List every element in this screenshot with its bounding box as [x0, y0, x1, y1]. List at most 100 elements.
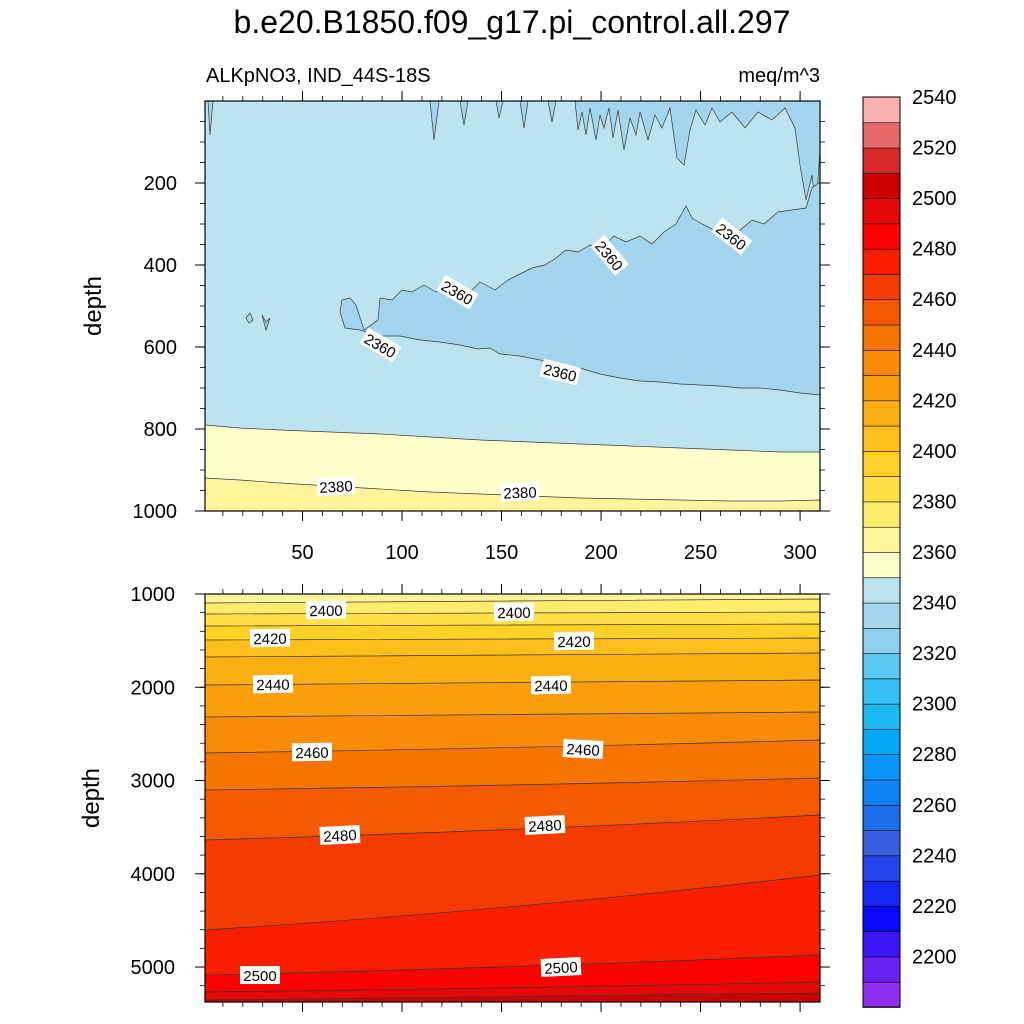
bottom-contour-label-bg [493, 602, 535, 622]
bottom-contour-label: 2440 [256, 677, 290, 695]
colorbar-tick-label: 2440 [912, 340, 957, 362]
top-contour-label: 2380 [503, 484, 537, 502]
variable-label: ALKpNO3, IND_44S-18S [206, 65, 431, 87]
bottom-contour-label: 2400 [497, 605, 531, 623]
top-y-axis-label: depth [80, 276, 107, 336]
top-contour-label-bg [539, 358, 581, 386]
colorbar-swatch [862, 703, 901, 730]
bottom-y-axis-label: depth [78, 768, 105, 828]
colorbar-tick-label: 2300 [912, 694, 957, 716]
top-contour-label-bg [316, 476, 356, 496]
bottom-x-axis [222, 584, 801, 1012]
top-x-tick-label: 150 [485, 542, 518, 564]
colorbar-swatch [862, 804, 901, 831]
top-contour-label-bg [500, 482, 540, 502]
colorbar-swatch [862, 905, 901, 932]
top-contour-label: 2380 [319, 478, 353, 497]
colorbar-tick-label: 2420 [912, 390, 957, 412]
colorbar-swatch [862, 855, 901, 882]
colorbar-tick-label: 2340 [912, 593, 957, 615]
bottom-contour-label: 2420 [557, 634, 591, 652]
colorbar-tick-label: 2360 [912, 542, 957, 564]
top-y-tick-label: 800 [144, 419, 177, 441]
bottom-contour-label-bg [319, 824, 361, 846]
colorbar-swatch [862, 223, 901, 250]
top-x-axis: 50 100 150 200 250 300 [222, 91, 817, 564]
colorbar-tick-label: 2200 [912, 946, 957, 968]
bottom-contour-label: 2440 [534, 678, 568, 696]
bottom-contour-label: 2460 [295, 745, 329, 763]
colorbar-swatch [862, 248, 901, 275]
bottom-contour-label-bg [524, 814, 566, 836]
bottom-y-tick-label: 2000 [131, 677, 176, 699]
colorbar-swatch [862, 930, 901, 958]
colorbar-tick-label: 2380 [912, 491, 957, 513]
bottom-contour-label-bg [252, 674, 294, 694]
colorbar-frame [862, 96, 901, 1008]
colorbar-swatch [862, 450, 901, 477]
colorbar-swatch [862, 551, 901, 579]
colorbar-tick-label: 2520 [912, 138, 957, 160]
top-y-tick-label: 200 [144, 173, 177, 195]
colorbar-swatch [862, 147, 901, 174]
top-x-tick-label: 50 [291, 542, 313, 564]
colorbar-swatch [862, 374, 901, 402]
chart-title: b.e20.B1850.f09_g17.pi_control.all.297 [234, 4, 791, 40]
colorbar-swatch [862, 298, 901, 326]
top-y-tick-label: 400 [144, 255, 177, 277]
top-x-tick-label: 100 [385, 542, 418, 564]
colorbar-tick-label: 2500 [912, 188, 957, 210]
bottom-panel: 2400 2400 2420 2420 2440 2440 2460 2460 … [78, 584, 830, 1012]
bottom-y-tick-label: 1000 [131, 584, 176, 606]
bottom-contour-label-bg [530, 675, 572, 695]
colorbar-swatch [862, 753, 901, 781]
colorbar-tick-label: 2540 [912, 87, 957, 109]
colorbar-tick-label: 2480 [912, 239, 957, 261]
colorbar-swatch [862, 981, 901, 1008]
bottom-contour-label: 2420 [253, 631, 287, 649]
colorbar-tick-label: 2280 [912, 744, 957, 766]
top-band-2360-surface-west [207, 100, 557, 141]
top-x-tick-label: 300 [783, 542, 816, 564]
colorbar-tick-label: 2220 [912, 896, 957, 918]
colorbar: 2200 2220 2240 2260 2280 2300 2320 2340 2360 2380… [862, 87, 957, 1008]
units-label: meq/m^3 [738, 65, 820, 87]
bottom-contour-label: 2480 [528, 817, 562, 836]
bottom-y-tick-label: 5000 [131, 957, 176, 979]
bottom-contour-bands [205, 594, 820, 1002]
bottom-contour-label: 2400 [309, 603, 343, 621]
bottom-y-tick-label: 4000 [131, 864, 176, 886]
colorbar-swatch [862, 425, 901, 452]
top-contour-label-bg [436, 274, 479, 310]
colorbar-tick-label: 2460 [912, 289, 957, 311]
colorbar-swatch [862, 172, 901, 199]
bottom-plot-frame [204, 593, 821, 1003]
colorbar-swatch [862, 678, 901, 705]
colorbar-swatch [862, 501, 901, 528]
top-y-tick-label: 1000 [133, 501, 178, 523]
bottom-contour-label-bg [553, 631, 595, 651]
top-band-2360-islet [245, 312, 271, 332]
bottom-contour-label: 2500 [243, 968, 276, 985]
colorbar-swatch [862, 602, 901, 629]
bottom-contour-label-bg [249, 628, 291, 648]
top-panel: 2360 2360 2360 2360 2360 2380 2380 20040… [80, 91, 830, 564]
colorbar-swatch [862, 324, 901, 351]
colorbar-tick-label: 2320 [912, 643, 957, 665]
colorbar-swatch [862, 829, 901, 857]
colorbar-swatch [862, 652, 901, 680]
colorbar-swatch [862, 121, 901, 149]
colorbar-swatch [862, 956, 901, 983]
colorbar-swatch [862, 273, 901, 301]
colorbar-tick-label: 2260 [912, 795, 957, 817]
bottom-contour-label: 2460 [566, 741, 600, 760]
top-y-tick-label: 600 [144, 337, 177, 359]
bottom-contour-label: 2480 [323, 827, 357, 846]
colorbar-swatch [862, 400, 901, 427]
bottom-contour-label-bg [305, 600, 347, 620]
colorbar-swatch [862, 880, 901, 907]
colorbar-swatch [862, 576, 901, 604]
bottom-y-tick-label: 3000 [131, 771, 176, 793]
bottom-contour-label-bg [240, 966, 280, 984]
